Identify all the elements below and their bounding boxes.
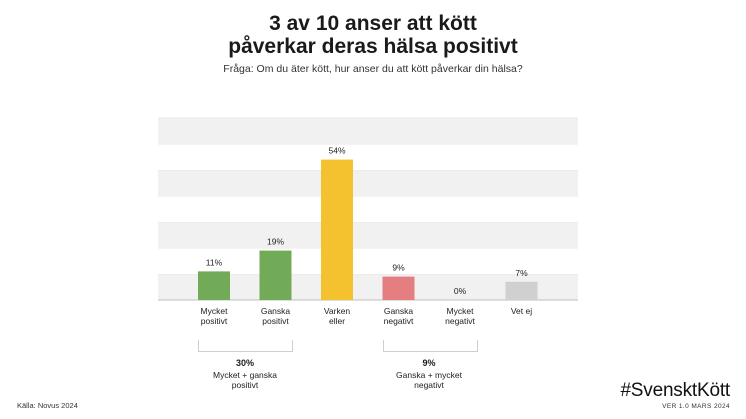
bar bbox=[382, 276, 415, 300]
chart-subtitle: Fråga: Om du äter kött, hur anser du att… bbox=[223, 63, 523, 75]
category-label: Ganska bbox=[384, 306, 414, 316]
source-note: Källa: Novus 2024 bbox=[17, 401, 78, 410]
bar-value-label: 19% bbox=[267, 237, 284, 247]
group-positive-label-line2: positivt bbox=[231, 380, 259, 390]
group-negative-label-line1: Ganska + mycket bbox=[396, 370, 462, 380]
title-line-1: 3 av 10 anser att kött bbox=[269, 12, 477, 35]
bar-value-label: 7% bbox=[515, 268, 528, 278]
group-negative-percent: 9% bbox=[422, 358, 436, 368]
grid-band bbox=[158, 248, 578, 274]
bar-value-label: 11% bbox=[206, 257, 223, 267]
bar bbox=[198, 271, 230, 300]
grid-band bbox=[158, 118, 578, 144]
group-bracket-positive bbox=[198, 340, 293, 352]
category-label: Mycket bbox=[201, 306, 229, 316]
category-label: eller bbox=[329, 316, 345, 326]
grid-band bbox=[158, 144, 578, 170]
chart-title: 3 av 10 anser att kött påverkar deras hä… bbox=[0, 12, 746, 58]
group-positive-label-line1: Mycket + ganska bbox=[212, 370, 277, 380]
category-label: Vet ej bbox=[511, 306, 532, 316]
bar bbox=[321, 159, 353, 300]
group-positive-label: Mycket + ganska positivt bbox=[175, 370, 315, 390]
category-label: Ganska bbox=[261, 306, 291, 316]
bar-value-label: 9% bbox=[392, 263, 405, 273]
title-line-2: påverkar deras hälsa positivt bbox=[228, 35, 518, 58]
group-positive-percent: 30% bbox=[235, 358, 254, 368]
category-label: Mycket bbox=[447, 306, 475, 316]
bar bbox=[505, 281, 538, 300]
bar bbox=[259, 250, 292, 300]
grid-band bbox=[158, 196, 578, 222]
category-label: positivt bbox=[262, 316, 289, 326]
grid-band bbox=[158, 170, 578, 196]
brand-hashtag: #SvensktKött bbox=[620, 380, 730, 401]
group-negative-label: Ganska + mycket negativt bbox=[359, 370, 499, 390]
group-bracket-negative bbox=[383, 340, 478, 352]
version-note: VER 1.0 MARS 2024 bbox=[662, 403, 730, 410]
grid-band bbox=[158, 222, 578, 248]
category-label: Varken bbox=[324, 306, 351, 316]
bar-value-label: 0% bbox=[454, 286, 467, 296]
category-label: positivt bbox=[201, 316, 228, 326]
category-label: negativt bbox=[384, 316, 414, 326]
group-negative-label-line2: negativt bbox=[414, 380, 444, 390]
category-label: negativt bbox=[445, 316, 475, 326]
bar-value-label: 54% bbox=[328, 146, 345, 156]
